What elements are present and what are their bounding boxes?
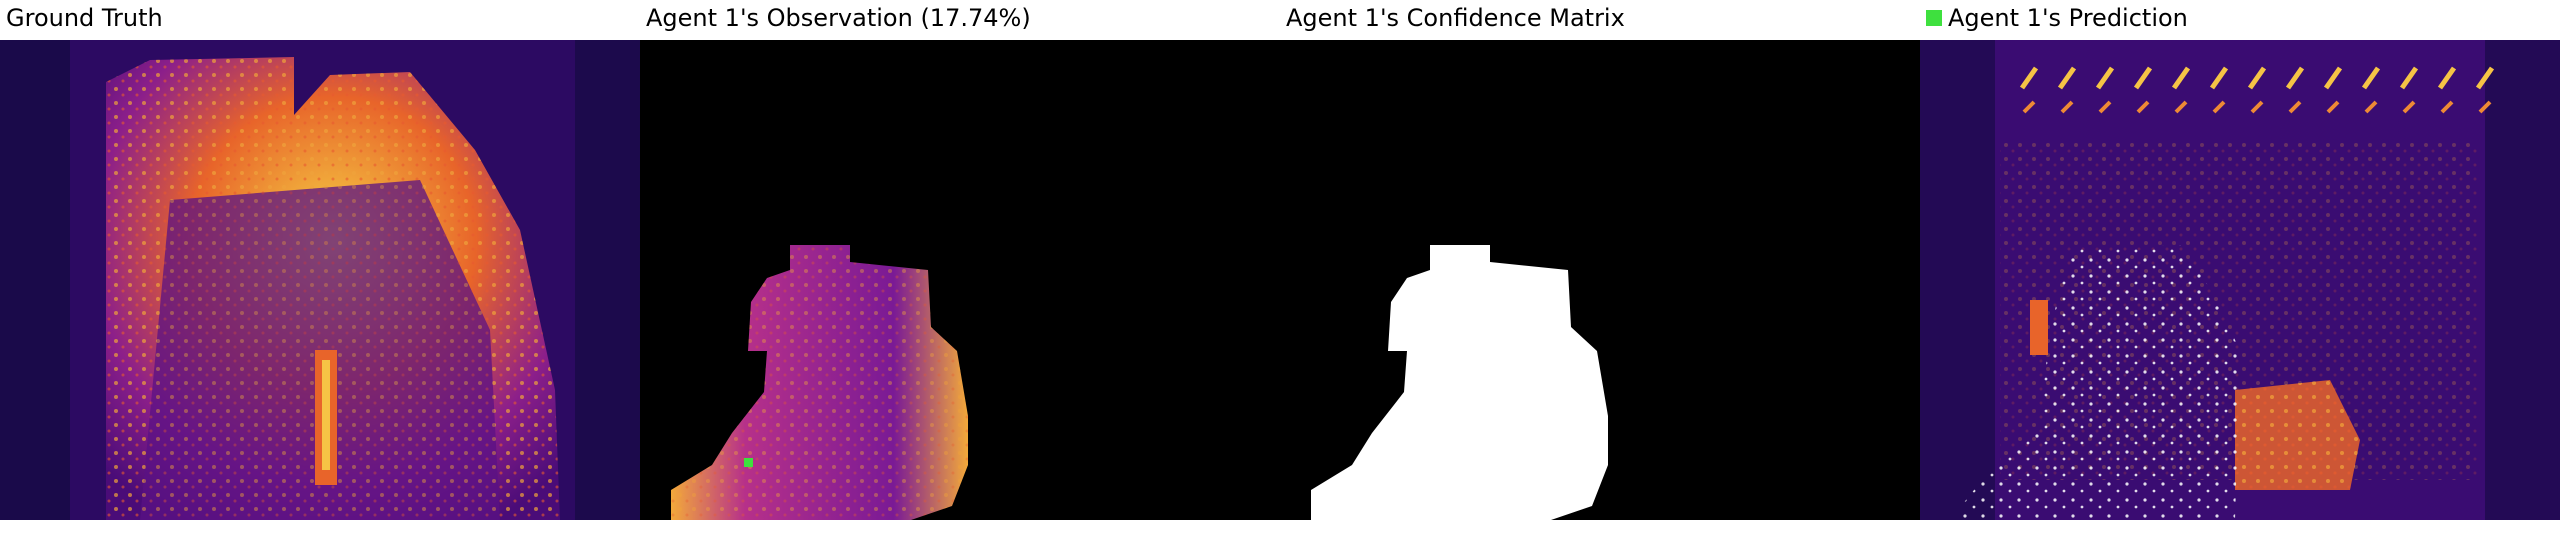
confidence-image [1280, 40, 1920, 520]
panel-title: Agent 1's Observation (17.74%) [646, 4, 1031, 32]
legend-swatch [1926, 10, 1942, 26]
observation-image [640, 40, 1280, 520]
ground-truth-image [0, 40, 640, 520]
prediction-image [1920, 40, 2560, 520]
panel-title: Ground Truth [6, 4, 163, 32]
panel-title: Agent 1's Prediction [1948, 4, 2188, 32]
panel-title: Agent 1's Confidence Matrix [1286, 4, 1625, 32]
